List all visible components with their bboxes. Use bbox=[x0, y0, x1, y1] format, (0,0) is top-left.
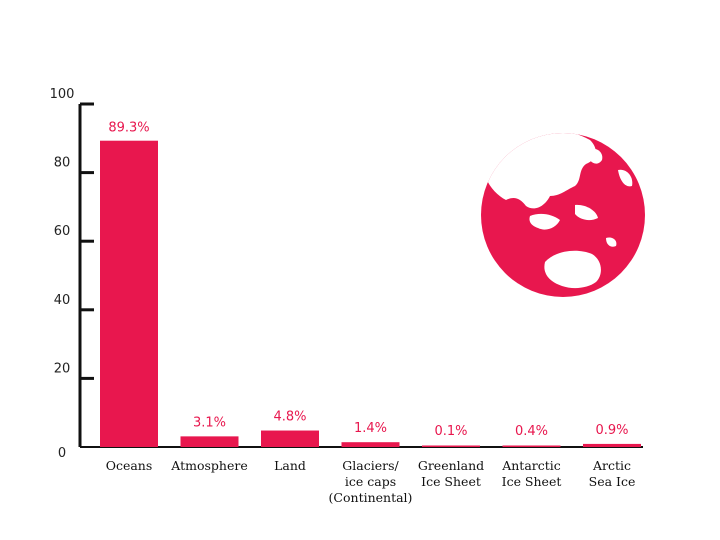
data-label: 0.9% bbox=[595, 423, 628, 438]
y-tick-label: 60 bbox=[54, 224, 71, 239]
y-tick-label: 100 bbox=[50, 87, 75, 102]
bar bbox=[261, 430, 319, 447]
category-labels: Oceans Atmosphere Land Glaciers/ice caps(Co… bbox=[106, 458, 636, 505]
bar bbox=[100, 140, 158, 448]
bar bbox=[422, 445, 480, 447]
category-label: Arctic bbox=[592, 458, 631, 473]
category-label: Ice Sheet bbox=[421, 474, 481, 489]
bar bbox=[502, 445, 561, 447]
data-label: 89.3% bbox=[108, 121, 149, 136]
y-tick-label: 0 bbox=[58, 446, 66, 461]
category-label: Glaciers/ bbox=[342, 458, 399, 473]
category-label: Ice Sheet bbox=[502, 474, 562, 489]
y-tick-label: 80 bbox=[54, 156, 71, 171]
category-label: Atmosphere bbox=[170, 458, 247, 473]
category-label: (Continental) bbox=[329, 490, 413, 505]
category-label: Land bbox=[274, 458, 306, 473]
category-label: ice caps bbox=[345, 474, 396, 489]
bar bbox=[341, 442, 400, 447]
bars bbox=[100, 140, 641, 448]
data-label: 0.4% bbox=[515, 424, 548, 439]
bar bbox=[180, 436, 239, 447]
category-label: Antarctic bbox=[501, 458, 561, 473]
data-labels: 89.3% 3.1% 4.8% 1.4% 0.1% 0.4% 0.9% bbox=[108, 121, 628, 439]
data-label: 3.1% bbox=[193, 415, 226, 430]
y-tick-label: 40 bbox=[54, 293, 71, 308]
category-label: Oceans bbox=[106, 458, 153, 473]
category-label: Sea Ice bbox=[589, 474, 636, 489]
data-label: 0.1% bbox=[434, 424, 467, 439]
y-axis: 0 20 40 60 80 100 bbox=[50, 87, 643, 461]
bar bbox=[583, 443, 641, 447]
category-label: Greenland bbox=[418, 458, 484, 473]
data-label: 4.8% bbox=[273, 410, 306, 425]
y-tick-label: 20 bbox=[54, 361, 71, 376]
data-label: 1.4% bbox=[354, 421, 387, 436]
globe-icon bbox=[481, 133, 645, 297]
